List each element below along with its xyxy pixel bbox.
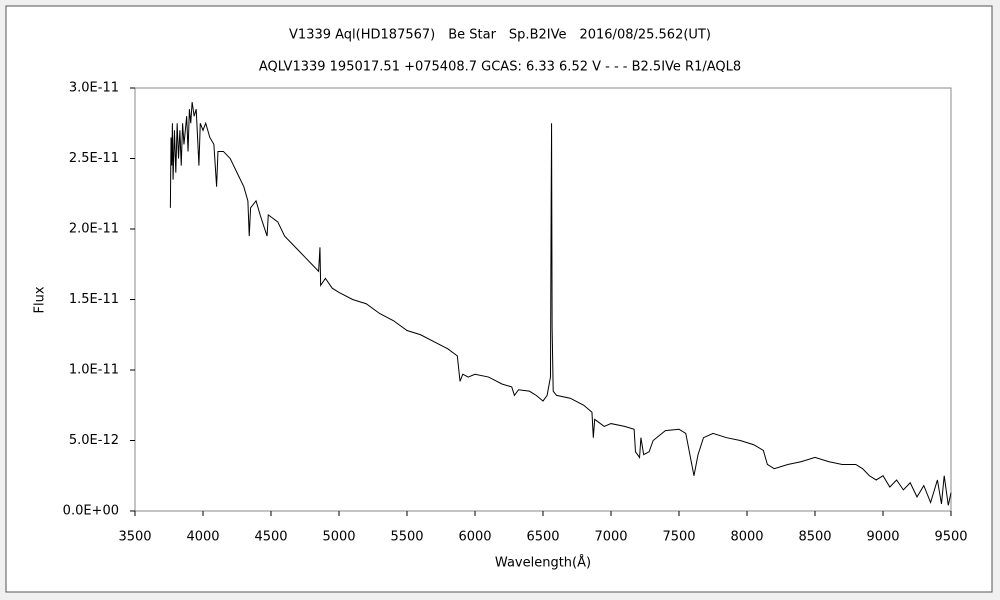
x-tick-label: 7500 <box>662 530 695 545</box>
x-tick-label: 9500 <box>934 530 967 545</box>
x-tick-label: 4000 <box>186 530 219 545</box>
x-tick-label: 7000 <box>594 530 627 545</box>
y-tick-label: 0.0E+00 <box>63 504 119 519</box>
y-tick-label: 1.0E-11 <box>69 363 119 378</box>
x-tick-label: 4500 <box>254 530 287 545</box>
x-tick-label: 6000 <box>458 530 491 545</box>
x-tick-label: 3500 <box>118 530 151 545</box>
y-tick-label: 2.5E-11 <box>69 151 119 166</box>
x-tick-label: 5500 <box>390 530 423 545</box>
y-axis-label: Flux <box>33 286 48 313</box>
y-tick-label: 3.0E-11 <box>69 81 119 96</box>
x-tick-label: 6500 <box>526 530 559 545</box>
y-tick-label: 2.0E-11 <box>69 222 119 237</box>
spectrum-line <box>169 102 952 506</box>
x-tick-label: 8500 <box>798 530 831 545</box>
x-axis-label: Wavelength(Å) <box>495 555 591 571</box>
chart-title: V1339 Aql(HD187567) Be Star Sp.B2IVe 201… <box>289 28 711 43</box>
frame <box>5 5 993 593</box>
x-tick-label: 8000 <box>730 530 763 545</box>
y-tick-label: 5.0E-12 <box>69 433 119 448</box>
x-tick-label: 5000 <box>322 530 355 545</box>
y-tick-label: 1.5E-11 <box>69 292 119 307</box>
chart-subtitle: AQLV1339 195017.51 +075408.7 GCAS: 6.33 … <box>259 60 741 75</box>
x-tick-label: 9000 <box>866 530 899 545</box>
